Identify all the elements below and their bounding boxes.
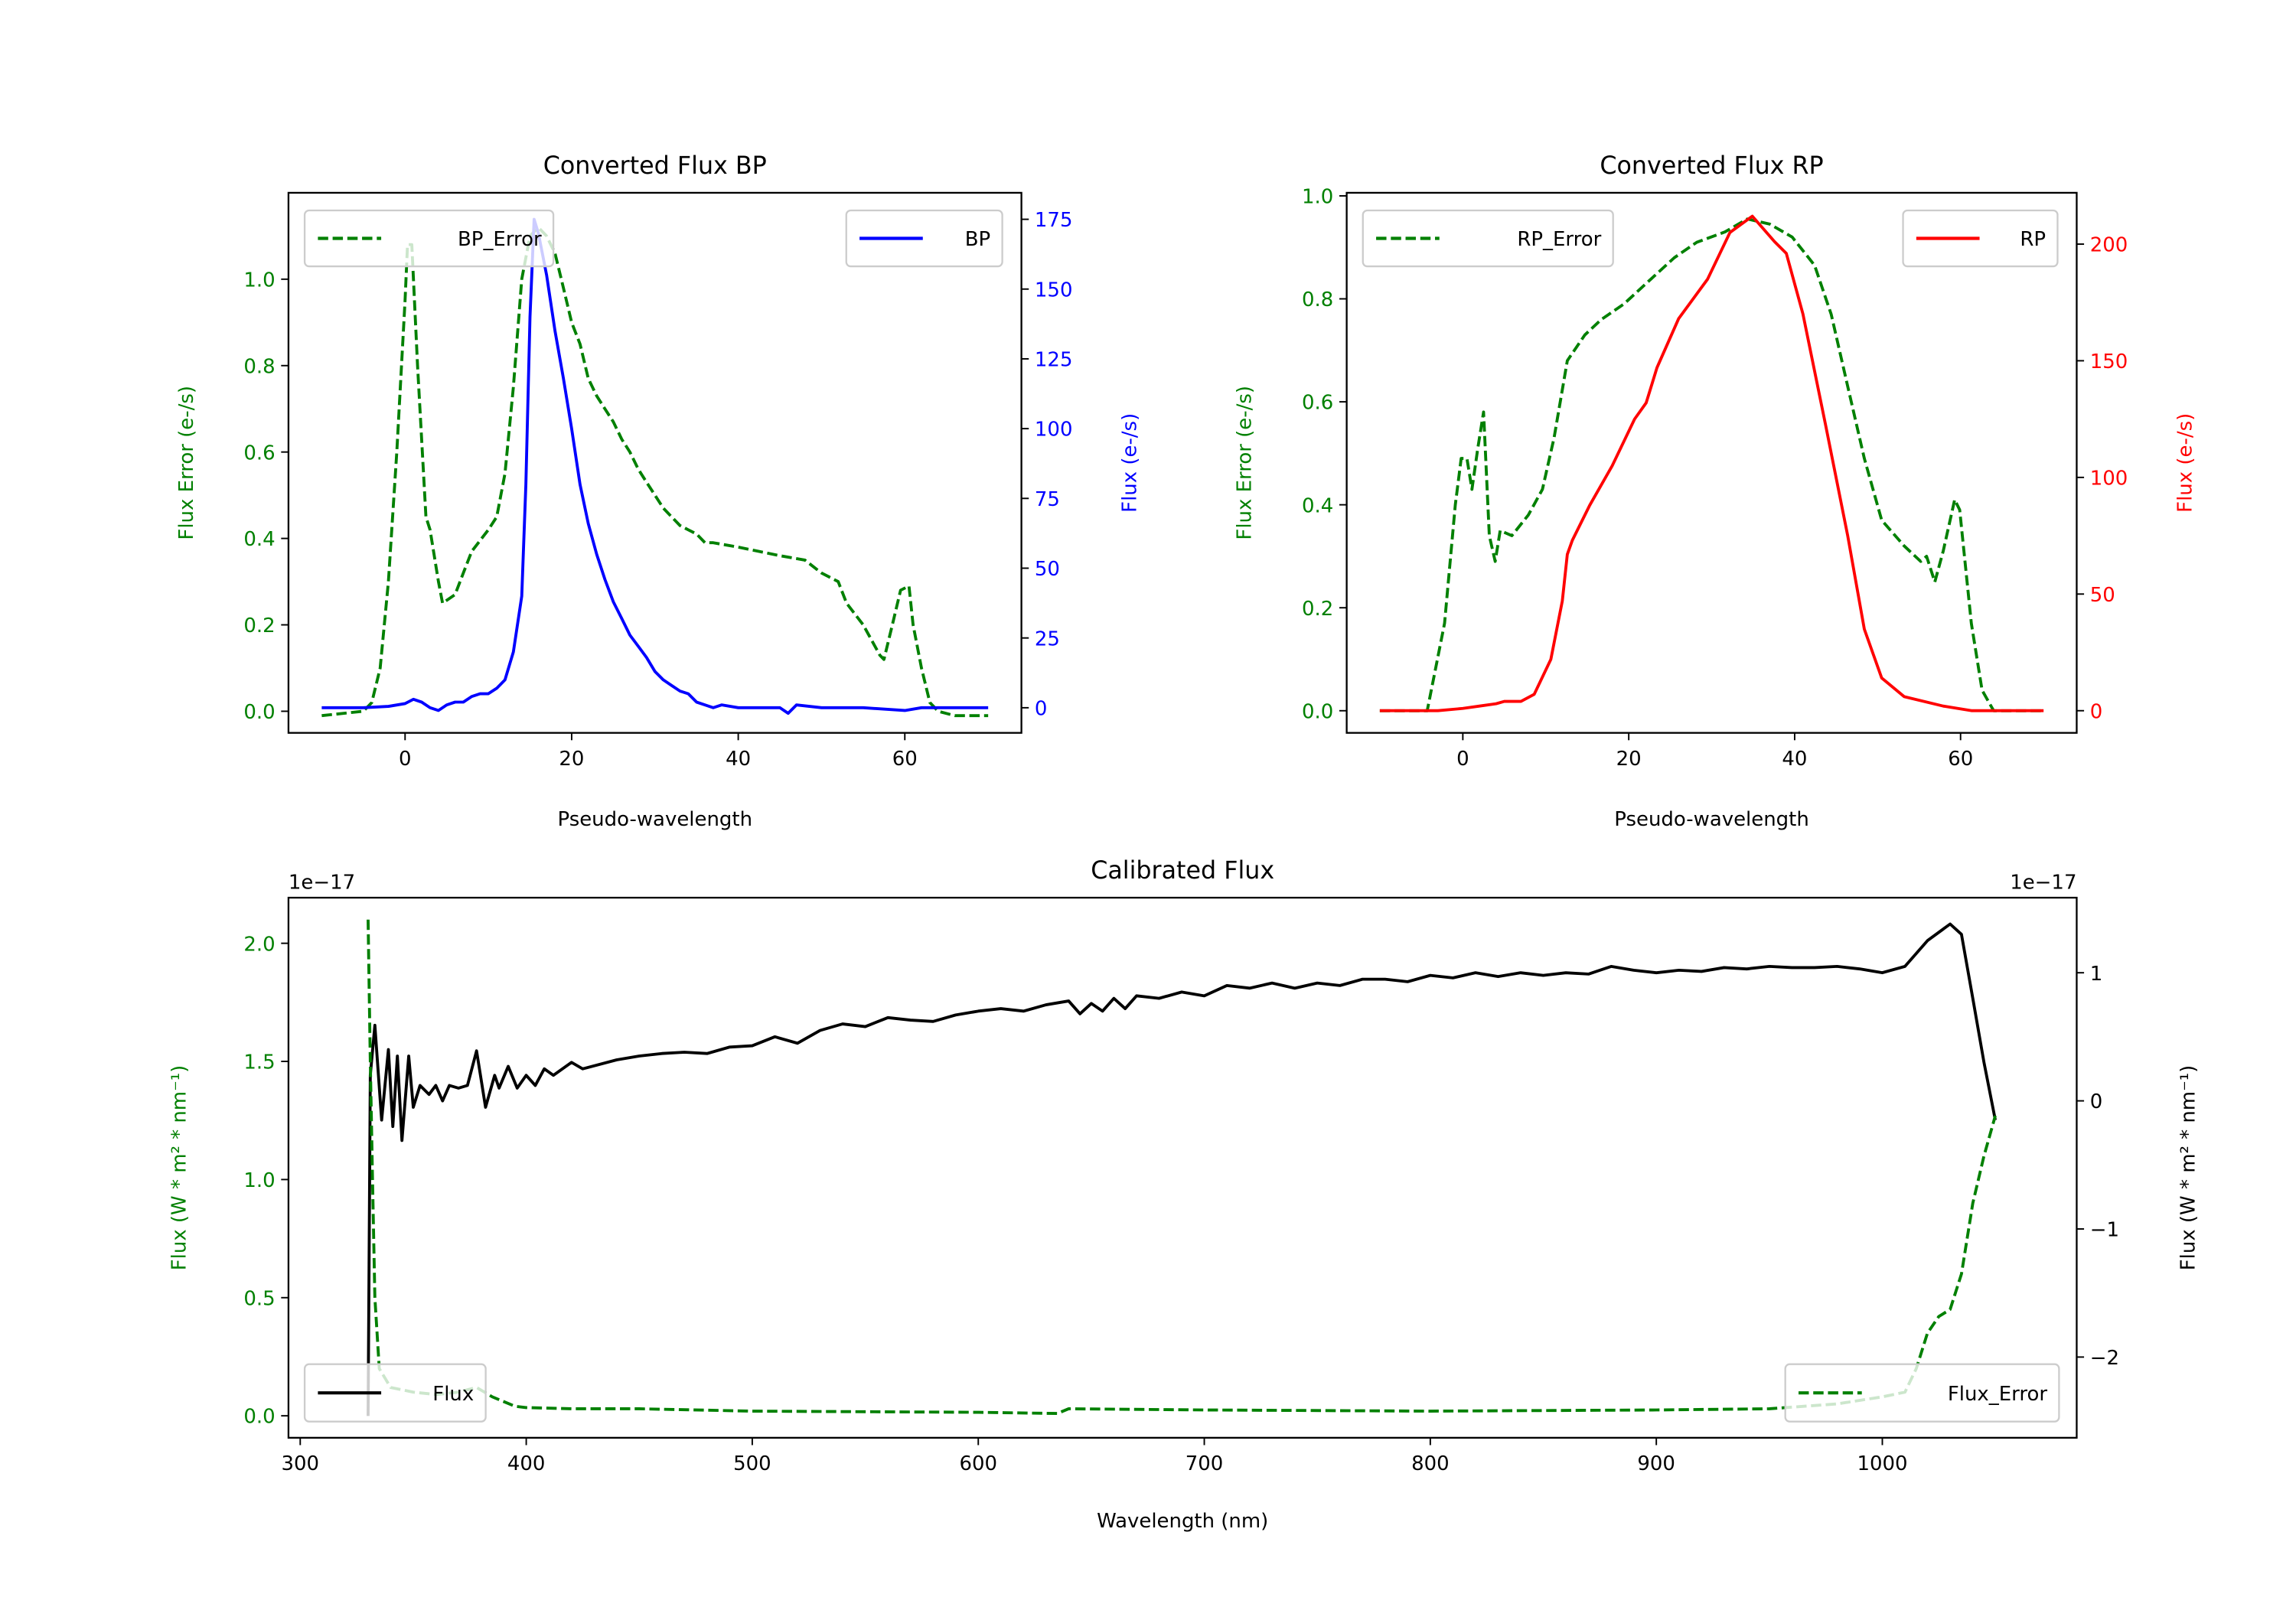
y-right-tick-label: 0 bbox=[2090, 700, 2103, 723]
y-left-axis-label: Flux (W * m² * nm⁻¹) bbox=[168, 1065, 191, 1271]
y-left-offset-text: 1e−17 bbox=[289, 872, 355, 895]
y-right-tick-label: −1 bbox=[2090, 1219, 2119, 1242]
y-left-tick-label: 1.0 bbox=[1302, 186, 1333, 209]
legend-box bbox=[845, 209, 1003, 268]
x-tick-label: 40 bbox=[726, 748, 751, 771]
y-left-tick-label: 0.6 bbox=[243, 442, 275, 464]
x-axis-label: Pseudo-wavelength bbox=[558, 808, 753, 831]
y-left-tick-label: 0.0 bbox=[243, 1406, 275, 1429]
y-left-tick-label: 1.0 bbox=[243, 269, 275, 292]
chart-title: Calibrated Flux bbox=[1091, 857, 1274, 885]
x-tick-label: 900 bbox=[1637, 1452, 1675, 1475]
x-tick-label: 400 bbox=[507, 1452, 546, 1475]
x-tick-label: 40 bbox=[1782, 748, 1807, 771]
legend-flux: Flux bbox=[303, 1363, 487, 1423]
y-left-tick-label: 0.2 bbox=[1302, 598, 1333, 621]
y-right-axis-label: Flux (e-/s) bbox=[2174, 413, 2197, 513]
y-left-tick-label: 0.8 bbox=[1302, 288, 1333, 311]
legend-bp-error: BP_Error bbox=[303, 209, 555, 268]
y-left-tick-label: 0.0 bbox=[243, 701, 275, 724]
series-line-flux bbox=[367, 922, 1998, 1416]
y-left-tick-label: 0.5 bbox=[243, 1287, 275, 1310]
y-right-tick-label: 200 bbox=[2090, 234, 2128, 257]
x-tick-label: 0 bbox=[399, 748, 412, 771]
y-right-offset-text: 1e−17 bbox=[2010, 872, 2076, 895]
series-line-flux-error bbox=[367, 919, 1997, 1416]
y-left-tick-label: 0.6 bbox=[1302, 392, 1333, 415]
y-right-tick-label: 125 bbox=[1035, 349, 1073, 372]
y-right-tick-label: 1 bbox=[2090, 963, 2103, 986]
legend-bp: BP bbox=[845, 209, 1003, 268]
legend-label: RP bbox=[2020, 228, 2046, 251]
y-left-tick-label: 0.2 bbox=[243, 614, 275, 637]
x-tick-label: 20 bbox=[1616, 748, 1642, 771]
axes-frame bbox=[1345, 191, 2078, 734]
legend-box bbox=[1362, 209, 1614, 268]
y-left-tick-label: 1.5 bbox=[243, 1051, 275, 1074]
x-tick-label: 20 bbox=[559, 748, 584, 771]
legend-box bbox=[1784, 1363, 2060, 1423]
y-right-tick-label: 50 bbox=[2090, 584, 2115, 607]
axes-frame bbox=[287, 896, 2078, 1439]
legend-rp-error: RP_Error bbox=[1362, 209, 1614, 268]
chart-title: Converted Flux BP bbox=[543, 152, 767, 180]
y-right-tick-label: −2 bbox=[2090, 1347, 2119, 1370]
y-right-tick-label: 75 bbox=[1035, 488, 1060, 511]
y-right-axis-label: Flux (e-/s) bbox=[1119, 413, 1142, 513]
series-line-rp-error bbox=[1379, 217, 2044, 712]
legend-label: BP_Error bbox=[458, 228, 542, 251]
y-left-axis-label: Flux Error (e-/s) bbox=[175, 386, 198, 540]
chart-title: Converted Flux RP bbox=[1600, 152, 1823, 180]
legend-label: Flux bbox=[432, 1383, 474, 1406]
y-right-tick-label: 100 bbox=[1035, 419, 1073, 442]
legend-box bbox=[303, 1363, 487, 1423]
series-line-rp bbox=[1379, 214, 2044, 712]
x-tick-label: 1000 bbox=[1857, 1452, 1907, 1475]
axes-frame bbox=[287, 191, 1022, 734]
x-tick-label: 0 bbox=[1456, 748, 1469, 771]
series-line-bp-error bbox=[321, 226, 989, 718]
y-right-tick-label: 50 bbox=[1035, 558, 1060, 581]
legend-label: RP_Error bbox=[1517, 228, 1601, 251]
legend-box bbox=[1902, 209, 2059, 268]
x-tick-label: 60 bbox=[892, 748, 918, 771]
y-left-tick-label: 1.0 bbox=[243, 1169, 275, 1192]
y-left-tick-label: 0.8 bbox=[243, 355, 275, 378]
y-left-axis-label: Flux Error (e-/s) bbox=[1234, 386, 1257, 540]
chart-1: 0 20 40 60 0.0 0.2 0.4 0.6 0.8 1.0 0 50 100 150 200 Con… bbox=[1234, 152, 2197, 831]
x-tick-label: 800 bbox=[1411, 1452, 1450, 1475]
y-right-tick-label: 150 bbox=[2090, 350, 2128, 373]
x-tick-label: 500 bbox=[733, 1452, 771, 1475]
x-tick-label: 600 bbox=[959, 1452, 997, 1475]
legend-rp: RP bbox=[1902, 209, 2059, 268]
y-left-tick-label: 0.4 bbox=[1302, 494, 1333, 517]
y-left-tick-label: 2.0 bbox=[243, 933, 275, 956]
series-line-bp bbox=[321, 217, 989, 715]
x-tick-label: 60 bbox=[1948, 748, 1973, 771]
legend-flux-error: Flux_Error bbox=[1784, 1363, 2060, 1423]
y-right-tick-label: 150 bbox=[1035, 279, 1073, 302]
y-right-tick-label: 100 bbox=[2090, 467, 2128, 490]
chart-0: 0 20 40 60 0.0 0.2 0.4 0.6 0.8 1.0 0 25 50 75 100 125 15… bbox=[175, 152, 1142, 831]
chart-2: 300 400 500 600 700 800 900 1000 0.0 0.5 1.0 1.5 2.0… bbox=[168, 857, 2200, 1533]
x-tick-label: 700 bbox=[1186, 1452, 1224, 1475]
x-axis-label: Wavelength (nm) bbox=[1097, 1510, 1268, 1533]
y-right-axis-label: Flux (W * m² * nm⁻¹) bbox=[2177, 1065, 2200, 1271]
y-left-tick-label: 0.4 bbox=[243, 528, 275, 551]
legend-box bbox=[303, 209, 555, 268]
x-tick-label: 300 bbox=[282, 1452, 320, 1475]
y-left-tick-label: 0.0 bbox=[1302, 700, 1333, 723]
y-right-tick-label: 0 bbox=[2090, 1090, 2103, 1113]
x-axis-label: Pseudo-wavelength bbox=[1614, 808, 1809, 831]
y-right-tick-label: 0 bbox=[1035, 697, 1048, 720]
legend-label: Flux_Error bbox=[1948, 1383, 2048, 1406]
y-right-tick-label: 175 bbox=[1035, 209, 1073, 232]
y-right-tick-label: 25 bbox=[1035, 627, 1060, 650]
legend-label: BP bbox=[965, 228, 990, 251]
